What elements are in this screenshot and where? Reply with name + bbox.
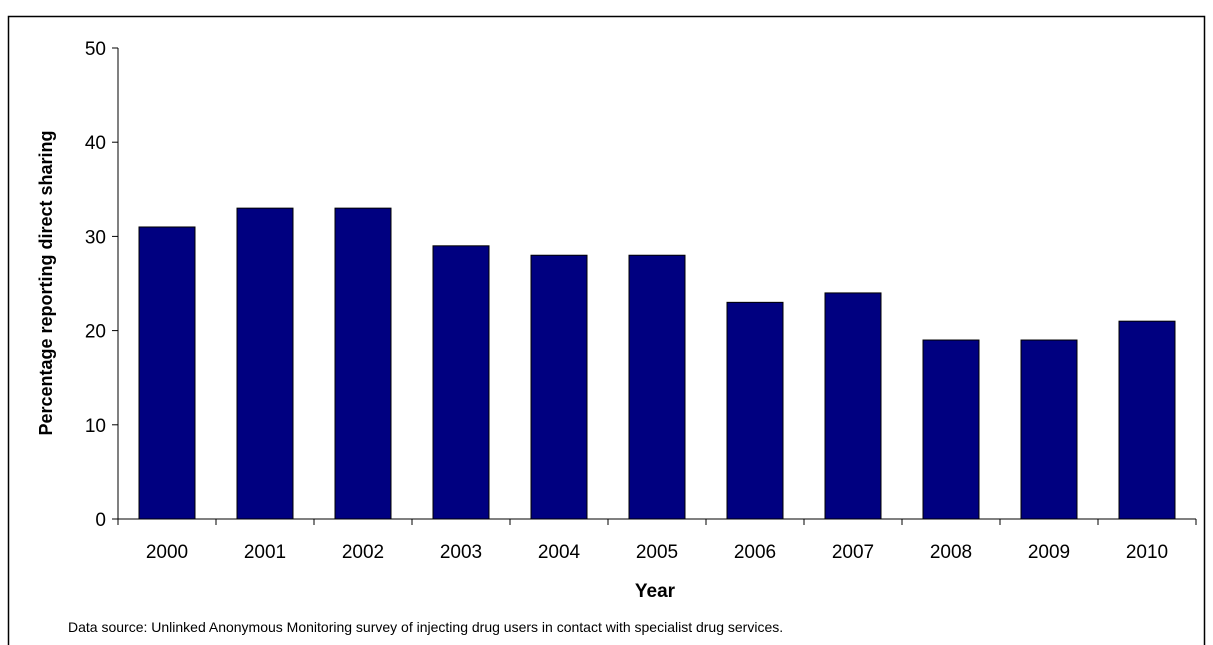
bar-2000 <box>138 226 196 520</box>
x-tick-label: 2003 <box>440 542 482 563</box>
x-tick-label: 2008 <box>930 542 972 563</box>
y-tick-label: 10 <box>85 416 106 437</box>
x-tick-label: 2000 <box>146 542 188 563</box>
bar-2010 <box>1118 320 1176 520</box>
x-tick-label: 2009 <box>1028 542 1070 563</box>
bar-2004 <box>530 254 588 520</box>
bar-2009 <box>1020 339 1078 520</box>
x-tick-label: 2004 <box>538 542 581 563</box>
bar-2003 <box>432 245 490 520</box>
x-tick-label: 2006 <box>734 542 776 563</box>
x-tick-label: 2001 <box>244 542 286 563</box>
bar-2007 <box>824 292 882 520</box>
x-tick-labels: 2000 2001 2002 2003 2004 2005 2006 2007 2008 2009… <box>146 542 1168 563</box>
x-tick-label: 2002 <box>342 542 384 563</box>
y-tick-labels: 0 10 20 30 40 50 <box>85 39 106 531</box>
bar-2006 <box>726 301 784 520</box>
bar-2001 <box>236 207 294 520</box>
bar-2005 <box>628 254 686 520</box>
y-tick-label: 20 <box>85 322 106 343</box>
y-axis-label: Percentage reporting direct sharing <box>36 130 56 435</box>
x-tick-label: 2010 <box>1126 542 1168 563</box>
footnote: Data source: Unlinked Anonymous Monitori… <box>68 619 783 635</box>
x-tick-label: 2005 <box>636 542 678 563</box>
y-tick-label: 30 <box>85 227 106 248</box>
x-tick-label: 2007 <box>832 542 874 563</box>
y-tick-label: 40 <box>85 133 106 154</box>
bar-series <box>138 207 1176 520</box>
frame-border <box>7 15 1206 645</box>
bar-2002 <box>334 207 392 520</box>
bar-2008 <box>922 339 980 520</box>
y-tick-label: 50 <box>85 39 106 60</box>
y-tick-label: 0 <box>95 510 106 531</box>
x-axis-label: Year <box>635 581 676 602</box>
